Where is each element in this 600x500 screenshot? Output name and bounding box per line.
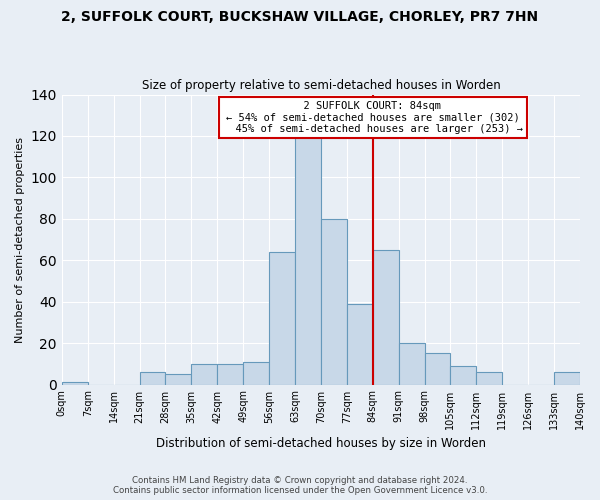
Text: Contains HM Land Registry data © Crown copyright and database right 2024.
Contai: Contains HM Land Registry data © Crown c…	[113, 476, 487, 495]
Bar	[269, 252, 295, 384]
Bar	[191, 364, 217, 384]
Bar	[398, 343, 425, 384]
Bar	[321, 219, 347, 384]
Bar	[62, 382, 88, 384]
Bar	[347, 304, 373, 384]
Bar	[425, 354, 451, 384]
Bar	[217, 364, 243, 384]
Bar	[140, 372, 166, 384]
Title: Size of property relative to semi-detached houses in Worden: Size of property relative to semi-detach…	[142, 79, 500, 92]
Bar	[166, 374, 191, 384]
Text: 2, SUFFOLK COURT, BUCKSHAW VILLAGE, CHORLEY, PR7 7HN: 2, SUFFOLK COURT, BUCKSHAW VILLAGE, CHOR…	[61, 10, 539, 24]
Y-axis label: Number of semi-detached properties: Number of semi-detached properties	[15, 136, 25, 342]
Bar	[476, 372, 502, 384]
Bar	[243, 362, 269, 384]
Bar	[373, 250, 398, 384]
Text: 2 SUFFOLK COURT: 84sqm  
← 54% of semi-detached houses are smaller (302)
  45% o: 2 SUFFOLK COURT: 84sqm ← 54% of semi-det…	[223, 101, 523, 134]
Bar	[451, 366, 476, 384]
Bar	[295, 116, 321, 384]
X-axis label: Distribution of semi-detached houses by size in Worden: Distribution of semi-detached houses by …	[156, 437, 486, 450]
Bar	[554, 372, 580, 384]
